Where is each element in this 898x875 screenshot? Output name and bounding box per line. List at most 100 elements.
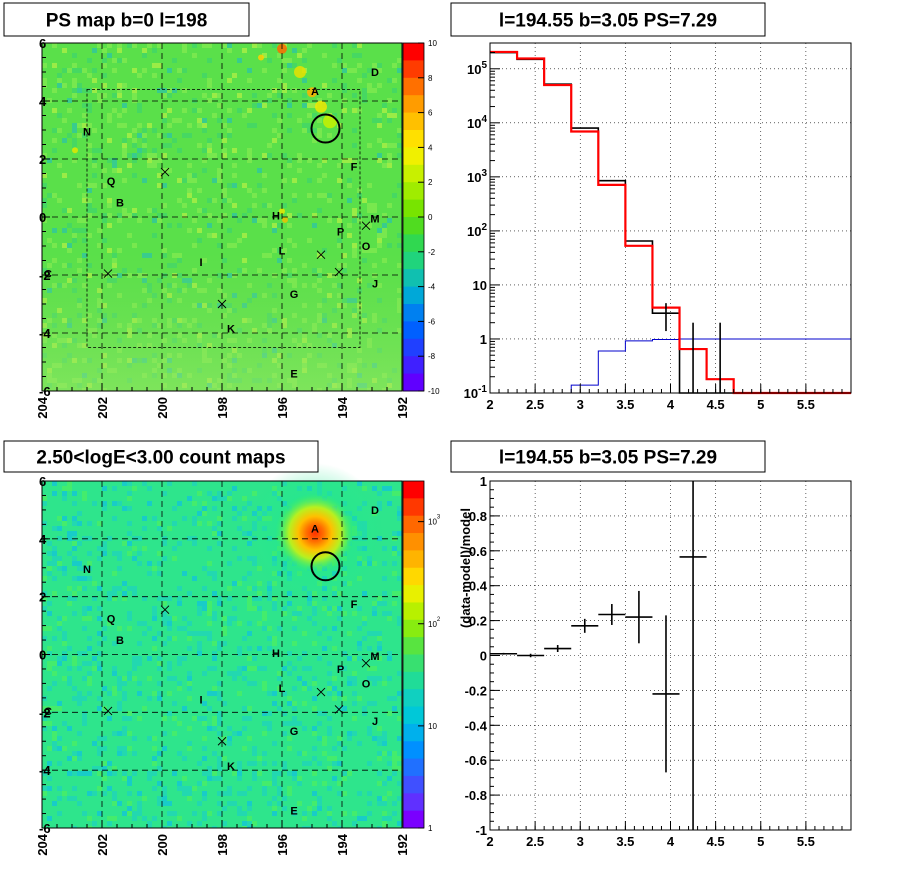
map-pixel (367, 761, 372, 766)
map-pixel (272, 776, 277, 781)
map-pixel (362, 636, 367, 641)
y-tick-label: 10 (473, 278, 487, 293)
map-pixel (242, 213, 247, 218)
map-pixel (177, 586, 182, 591)
map-pixel (102, 238, 107, 243)
map-pixel (242, 676, 247, 681)
map-pixel (42, 153, 47, 158)
map-pixel (147, 736, 152, 741)
map-pixel (117, 746, 122, 751)
map-pixel (152, 646, 157, 651)
map-pixel (292, 811, 297, 816)
map-pixel (232, 676, 237, 681)
map-pixel (302, 826, 307, 828)
map-pixel (62, 491, 67, 496)
map-pixel (47, 566, 52, 571)
map-pixel (332, 821, 337, 826)
map-pixel (137, 691, 142, 696)
map-pixel (342, 651, 347, 656)
map-pixel (147, 158, 152, 163)
map-pixel (227, 726, 232, 731)
map-pixel (237, 556, 242, 561)
map-pixel (272, 781, 277, 786)
map-pixel (397, 736, 402, 741)
map-pixel (382, 576, 387, 581)
map-pixel (307, 238, 312, 243)
map-pixel (302, 58, 307, 63)
map-pixel (167, 661, 172, 666)
colorbar-step (403, 793, 424, 812)
map-pixel (72, 591, 77, 596)
map-pixel (312, 731, 317, 736)
map-pixel (57, 566, 62, 571)
map-pixel (362, 706, 367, 711)
map-pixel (57, 163, 62, 168)
x-tick-label: 4 (667, 397, 675, 412)
source-label-G: G (290, 289, 299, 301)
y-tick-label: -0.4 (465, 718, 488, 733)
map-pixel (342, 83, 347, 88)
map-pixel (322, 781, 327, 786)
map-pixel (397, 233, 402, 238)
map-pixel (157, 696, 162, 701)
map-pixel (212, 726, 217, 731)
map-pixel (327, 806, 332, 811)
map-pixel (107, 223, 112, 228)
map-pixel (47, 661, 52, 666)
map-pixel (72, 68, 77, 73)
map-pixel (162, 611, 167, 616)
map-pixel (272, 248, 277, 253)
map-pixel (232, 163, 237, 168)
map-pixel (397, 576, 402, 581)
map-pixel (217, 243, 222, 248)
map-pixel (222, 193, 227, 198)
map-pixel (352, 213, 357, 218)
map-pixel (347, 731, 352, 736)
map-pixel (332, 686, 337, 691)
map-pixel (157, 218, 162, 223)
map-pixel (217, 721, 222, 726)
map-pixel (237, 771, 242, 776)
map-pixel (117, 218, 122, 223)
source-label-D: D (371, 67, 379, 79)
map-pixel (302, 726, 307, 731)
map-pixel (67, 68, 72, 73)
map-pixel (102, 48, 107, 53)
map-pixel (127, 551, 132, 556)
map-pixel (287, 651, 292, 656)
map-pixel (87, 58, 92, 63)
map-pixel (52, 148, 57, 153)
map-pixel (117, 48, 122, 53)
map-pixel (327, 611, 332, 616)
map-pixel (382, 751, 387, 756)
map-pixel (377, 118, 382, 123)
map-pixel (122, 726, 127, 731)
map-pixel (62, 636, 67, 641)
map-pixel (132, 736, 137, 741)
map-pixel (247, 666, 252, 671)
map-pixel (167, 821, 172, 826)
map-pixel (207, 223, 212, 228)
map-pixel (242, 516, 247, 521)
map-pixel (277, 771, 282, 776)
map-pixel (87, 791, 92, 796)
map-pixel (382, 611, 387, 616)
map-pixel (137, 218, 142, 223)
map-pixel (72, 233, 77, 238)
map-pixel (377, 601, 382, 606)
map-pixel (332, 78, 337, 83)
map-pixel (187, 173, 192, 178)
map-pixel (132, 586, 137, 591)
map-pixel (252, 606, 257, 611)
map-pixel (102, 218, 107, 223)
map-pixel (252, 666, 257, 671)
map-pixel (157, 801, 162, 806)
map-pixel (302, 761, 307, 766)
map-pixel (292, 88, 297, 93)
map-pixel (272, 228, 277, 233)
map-pixel (242, 746, 247, 751)
map-pixel (72, 561, 77, 566)
map-pixel (237, 671, 242, 676)
map-pixel (112, 686, 117, 691)
map-pixel (222, 188, 227, 193)
